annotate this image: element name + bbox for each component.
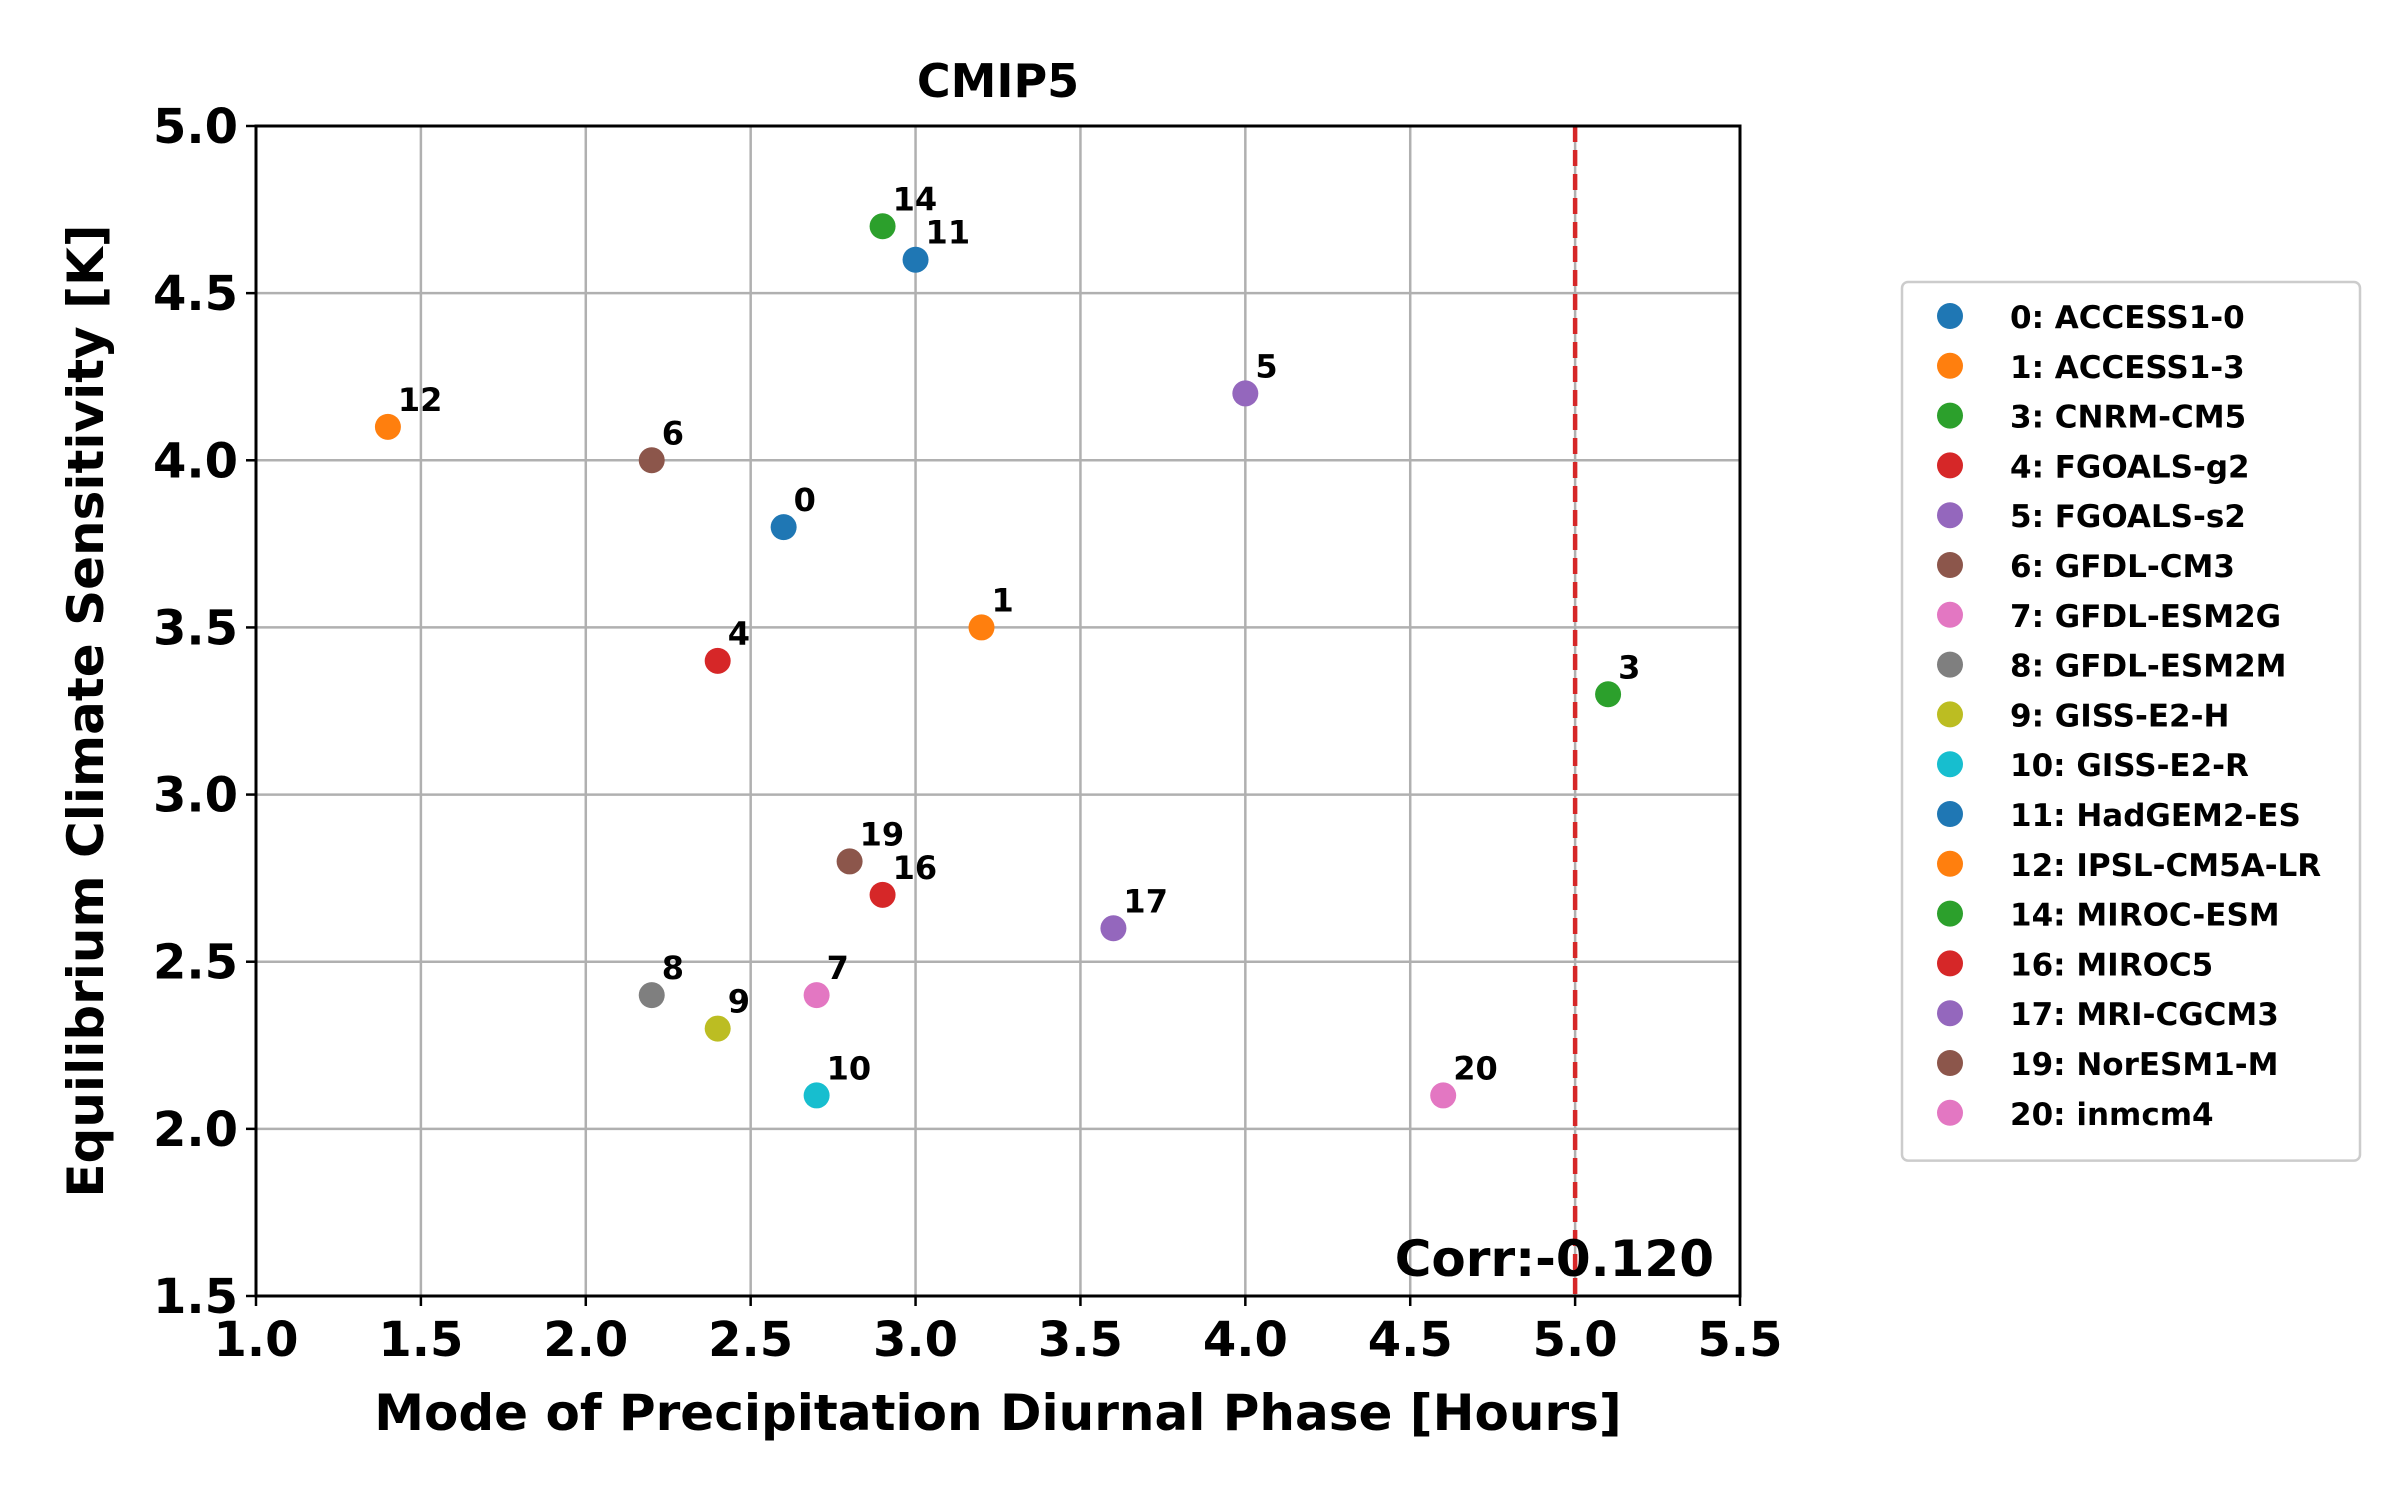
y-tick-label: 2.5	[153, 935, 238, 991]
y-tick-label: 3.5	[153, 600, 238, 656]
legend-marker	[1937, 651, 1963, 678]
legend-marker	[1937, 1050, 1963, 1076]
legend-entry-label: 4: FGOALS-g2	[2010, 449, 2250, 485]
legend-entry-label: 14: MIROC-ESM	[2010, 898, 2280, 934]
point-label: 16	[893, 849, 938, 887]
y-axis-label: Equilibrium Climate Sensitivity [K]	[57, 224, 115, 1197]
legend-entry-label: 16: MIROC5	[2010, 947, 2213, 983]
data-point	[1100, 915, 1127, 942]
data-point	[869, 881, 896, 908]
legend-entry-label: 19: NorESM1-M	[2010, 1047, 2279, 1083]
x-tick-label: 2.0	[543, 1312, 628, 1368]
axis-ticks: 1.0 1.5 2.0 2.5 3.0 3.5 4.0 4.5 5.0 5.51.52.02.53…	[153, 99, 1783, 1368]
point-label: 6	[662, 414, 684, 452]
data-point	[968, 614, 995, 641]
legend-box	[1900, 280, 2362, 1162]
point-label: 19	[860, 815, 905, 853]
chart-title: CMIP5	[917, 54, 1079, 108]
data-points: 0 1 3 4 5 6 7 8 9 10 11 12 14 16 17 19 20	[374, 180, 1640, 1109]
x-tick-label: 5.5	[1697, 1312, 1782, 1368]
legend-entry-label: 10: GISS-E2-R	[2010, 748, 2249, 784]
x-tick-label: 3.0	[873, 1312, 958, 1368]
point-label: 14	[893, 180, 938, 218]
y-tick-label: 5.0	[153, 99, 238, 155]
legend-marker	[1937, 751, 1963, 778]
point-label: 12	[398, 381, 443, 419]
legend-entry-label: 12: IPSL-CM5A-LR	[2010, 848, 2321, 884]
plot-area-frame	[254, 124, 1742, 1298]
legend-marker	[1937, 900, 1963, 927]
legend-marker	[1937, 402, 1963, 429]
legend-marker	[1937, 452, 1963, 479]
grid-lines	[254, 124, 1742, 1298]
x-tick-label: 3.5	[1038, 1312, 1123, 1368]
legend-marker	[1937, 352, 1963, 379]
data-point	[1595, 681, 1622, 708]
data-point	[803, 1082, 830, 1109]
point-label: 4	[728, 615, 750, 653]
x-tick-label: 1.0	[213, 1312, 298, 1368]
legend-marker	[1937, 701, 1963, 728]
data-point	[1232, 380, 1259, 407]
data-point	[770, 514, 797, 541]
data-point	[869, 213, 896, 240]
point-label: 9	[728, 983, 750, 1021]
point-label: 17	[1123, 882, 1168, 920]
legend: 0: ACCESS1-0 1: ACCESS1-3 3: CNRM-CM5 4: FG…	[1900, 280, 2362, 1162]
x-tick-label: 4.0	[1203, 1312, 1288, 1368]
legend-entry-label: 8: GFDL-ESM2M	[2010, 649, 2287, 685]
legend-marker	[1937, 502, 1963, 529]
legend-marker	[1937, 552, 1963, 578]
legend-marker	[1937, 601, 1963, 628]
data-point	[638, 447, 665, 474]
data-point	[803, 982, 830, 1009]
x-axis-label: Mode of Precipitation Diurnal Phase [Hou…	[374, 1384, 1621, 1442]
x-tick-label: 4.5	[1368, 1312, 1453, 1368]
x-tick-label: 1.5	[378, 1312, 463, 1368]
y-tick-label: 1.5	[153, 1269, 238, 1325]
legend-entry-label: 17: MRI-CGCM3	[2010, 997, 2279, 1033]
data-point	[836, 848, 863, 875]
legend-entry-label: 9: GISS-E2-H	[2010, 698, 2229, 734]
legend-marker	[1937, 303, 1963, 329]
legend-marker	[1937, 850, 1963, 877]
legend-entry-label: 0: ACCESS1-0	[2010, 300, 2245, 336]
legend-entry-label: 6: GFDL-CM3	[2010, 549, 2235, 585]
legend-entry-label: 7: GFDL-ESM2G	[2010, 599, 2281, 635]
legend-entry-label: 20: inmcm4	[2010, 1097, 2214, 1133]
point-label: 11	[926, 214, 971, 252]
legend-marker	[1937, 1000, 1963, 1027]
data-point	[902, 246, 929, 273]
correlation-annotation: Corr:-0.120	[1395, 1230, 1714, 1288]
legend-entry-label: 1: ACCESS1-3	[2010, 350, 2245, 386]
data-point	[1430, 1082, 1457, 1109]
data-point	[638, 982, 665, 1009]
y-tick-label: 4.0	[153, 433, 238, 489]
point-label: 1	[992, 581, 1014, 619]
point-label: 3	[1618, 648, 1640, 686]
point-label: 20	[1453, 1049, 1498, 1087]
point-label: 0	[794, 481, 816, 519]
point-label: 7	[827, 949, 849, 987]
data-point	[704, 647, 731, 674]
legend-entry-label: 3: CNRM-CM5	[2010, 400, 2246, 436]
x-tick-label: 2.5	[708, 1312, 793, 1368]
y-tick-label: 3.0	[153, 768, 238, 824]
point-label: 8	[662, 949, 684, 987]
legend-entry-label: 11: HadGEM2-ES	[2010, 798, 2301, 834]
x-tick-label: 5.0	[1533, 1312, 1618, 1368]
data-point	[374, 413, 401, 440]
point-label: 10	[827, 1049, 872, 1087]
legend-marker	[1937, 801, 1963, 827]
y-tick-label: 2.0	[153, 1102, 238, 1158]
legend-marker	[1937, 1099, 1963, 1126]
legend-entry-label: 5: FGOALS-s2	[2010, 499, 2246, 535]
data-point	[704, 1015, 731, 1042]
y-tick-label: 4.5	[153, 266, 238, 322]
point-label: 5	[1255, 347, 1277, 385]
legend-marker	[1937, 950, 1963, 977]
